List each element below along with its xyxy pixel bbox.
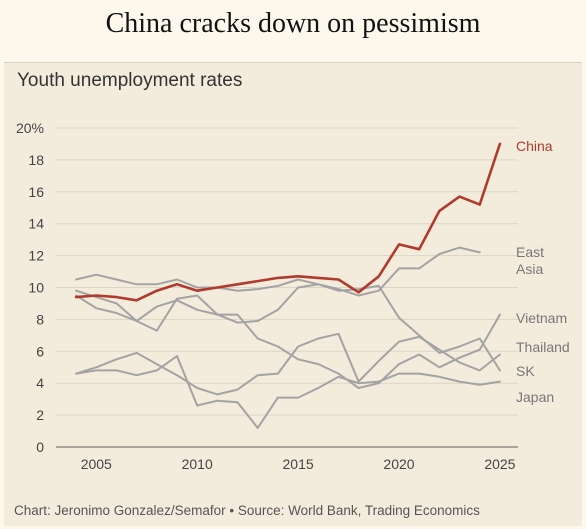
y-axis-ticks: 0 2 4 6 8 10 12 14 16 18 20% bbox=[16, 120, 44, 455]
x-tick-label: 2020 bbox=[383, 456, 414, 472]
series-labels: China East Asia Vietnam Thailand SK Japan bbox=[516, 138, 570, 405]
series-label-east-asia: East Asia bbox=[516, 244, 544, 277]
y-tick-label: 18 bbox=[28, 152, 44, 168]
x-tick-label: 2010 bbox=[182, 456, 213, 472]
series-line-sk bbox=[75, 332, 501, 396]
series-line-east-asia bbox=[75, 246, 481, 297]
chart-title: Youth unemployment rates bbox=[17, 70, 243, 91]
source-credit: Chart: Jeronimo Gonzalez/Semafor • Sourc… bbox=[14, 503, 480, 518]
y-tick-label: 20% bbox=[16, 120, 44, 136]
series-label-japan: Japan bbox=[516, 389, 554, 405]
y-tick-label: 8 bbox=[36, 311, 44, 327]
series-line-japan bbox=[75, 283, 501, 372]
x-tick-label: 2015 bbox=[283, 456, 314, 472]
series-label-china: China bbox=[516, 138, 553, 154]
gridlines bbox=[56, 127, 518, 448]
series-line-china bbox=[74, 142, 502, 302]
x-axis-ticks: 2005 2010 2015 2020 2025 bbox=[81, 456, 516, 472]
x-tick-label: 2025 bbox=[484, 456, 515, 472]
series-lines bbox=[74, 142, 502, 429]
y-tick-label: 2 bbox=[36, 407, 44, 423]
series-label-vietnam: Vietnam bbox=[516, 310, 567, 326]
series-line-vietnam bbox=[75, 289, 501, 389]
headline: China cracks down on pessimism bbox=[105, 8, 481, 39]
y-tick-label: 4 bbox=[36, 375, 44, 391]
series-line-thailand bbox=[75, 355, 501, 429]
y-tick-label: 16 bbox=[28, 184, 44, 200]
x-tick-label: 2005 bbox=[81, 456, 112, 472]
y-tick-label: 12 bbox=[28, 248, 44, 264]
y-tick-label: 6 bbox=[36, 343, 44, 359]
y-tick-label: 0 bbox=[36, 439, 44, 455]
series-label-sk: SK bbox=[516, 363, 535, 379]
y-tick-label: 10 bbox=[28, 280, 44, 296]
series-label-thailand: Thailand bbox=[516, 339, 570, 355]
y-tick-label: 14 bbox=[28, 216, 44, 232]
